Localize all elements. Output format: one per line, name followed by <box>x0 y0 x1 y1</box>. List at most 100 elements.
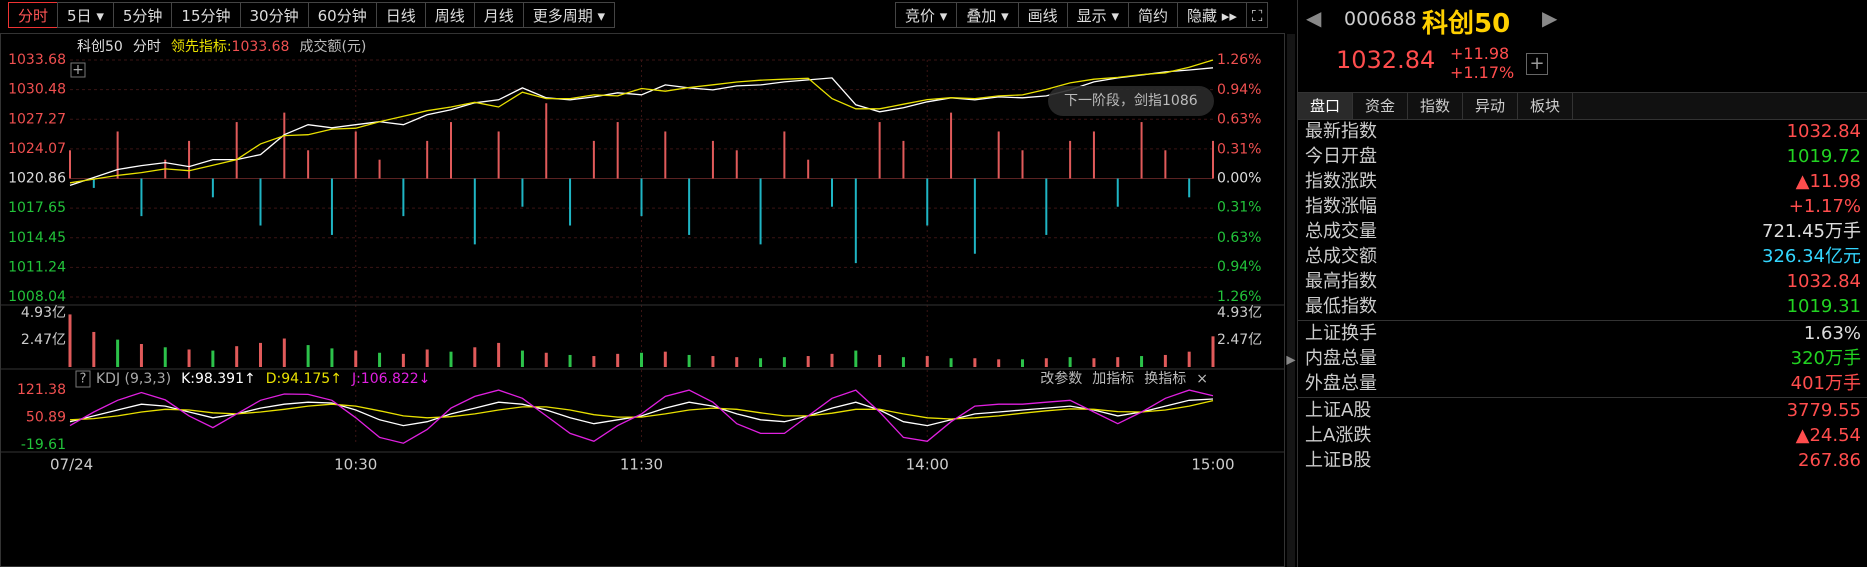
quote-tab[interactable]: 板块 <box>1518 93 1573 119</box>
kdj-line <box>69 398 1214 427</box>
x-tick-label: 11:30 <box>620 456 663 474</box>
row-number: 1032.84 <box>1786 121 1861 142</box>
y2-tick-label: 1.26% <box>1217 289 1261 305</box>
row-value: 1019.72 <box>1787 144 1861 169</box>
quote-tab[interactable]: 盘口 <box>1298 93 1353 119</box>
row-unit: 万手 <box>1825 373 1861 394</box>
y2-tick-label: 0.00% <box>1217 171 1261 187</box>
kdj-readout: D:94.175↑ <box>266 371 342 387</box>
period-tab[interactable]: 5日 ▾ <box>57 2 114 28</box>
quote-row: 上A涨跌 ▲24.54 <box>1305 423 1861 448</box>
help-icon: ? <box>80 372 87 387</box>
quote-row: 最高指数 1032.84 <box>1305 269 1861 294</box>
quote-tab[interactable]: 资金 <box>1353 93 1408 119</box>
vol-tick-label: 2.47亿 <box>21 332 66 348</box>
row-label: 总成交额 <box>1305 246 1377 267</box>
tool-button[interactable]: 竞价 ▾ <box>895 2 958 28</box>
y-tick-label: 1030.48 <box>8 82 66 98</box>
row-separator <box>1298 320 1867 321</box>
row-label: 今日开盘 <box>1305 146 1377 167</box>
quote-row: 指数涨跌 ▲11.98 <box>1305 169 1861 194</box>
row-label: 总成交量 <box>1305 221 1377 242</box>
quote-panel: ◀ 000688 科创50 ▶ 1032.84 +11.98 +1.17% + 盘口 资金 指数 异动… <box>1297 0 1867 567</box>
legend-item: 分时 <box>133 39 161 55</box>
kdj-line <box>69 389 1214 444</box>
row-value: +1.17% <box>1789 194 1861 219</box>
row-value: 1032.84 <box>1787 119 1861 144</box>
legend-item: 成交额(元) <box>299 38 366 55</box>
x-tick-label: 15:00 <box>1191 456 1234 474</box>
row-number: 1019.72 <box>1786 146 1861 167</box>
period-tab[interactable]: 更多周期 ▾ <box>522 2 616 28</box>
row-label: 上证换手 <box>1305 323 1377 344</box>
prev-arrow: ◀ <box>1306 6 1322 30</box>
row-unit: 万手 <box>1825 221 1861 242</box>
vol-tick-label-right: 4.93亿 <box>1217 305 1262 321</box>
tool-button[interactable]: 叠加 ▾ <box>956 2 1019 28</box>
quote-row: 指数涨幅 +1.17% <box>1305 194 1861 219</box>
kdj-tick-label: 50.89 <box>26 409 66 425</box>
kdj-readout: J:106.822↓ <box>351 371 430 387</box>
period-tab[interactable]: 5分钟 <box>112 2 173 28</box>
kdj-action[interactable]: × <box>1196 371 1208 387</box>
quote-row: 内盘总量 320万手 <box>1305 346 1861 371</box>
row-number: 1032.84 <box>1786 271 1861 292</box>
y2-tick-label: 0.63% <box>1217 230 1261 246</box>
y-tick-label: 1008.04 <box>8 289 66 305</box>
period-tab[interactable]: 周线 <box>424 2 475 28</box>
period-tab[interactable]: 15分钟 <box>171 2 241 28</box>
y2-tick-label: 0.63% <box>1217 111 1261 127</box>
quote-row: 最新指数 1032.84 <box>1305 119 1861 144</box>
tool-button[interactable]: 简约 <box>1128 2 1179 28</box>
x-tick-label: 10:30 <box>334 456 377 474</box>
row-label: 外盘总量 <box>1305 373 1377 394</box>
kdj-tick-label: -19.61 <box>21 437 66 453</box>
help-box <box>75 370 91 388</box>
price-line <box>69 67 1214 187</box>
stock-name: 科创50 <box>1422 9 1511 39</box>
row-number: ▲24.54 <box>1795 425 1861 446</box>
row-label: 最新指数 <box>1305 121 1377 142</box>
fullscreen-button: ⛶ <box>1245 2 1269 28</box>
legend-item: 领先指标: <box>171 39 232 55</box>
vol-tick-label: 4.93亿 <box>21 305 66 321</box>
row-separator <box>1298 397 1867 398</box>
row-label: 指数涨跌 <box>1305 171 1377 192</box>
y2-tick-label: 0.94% <box>1217 82 1261 98</box>
row-value: 1032.84 <box>1787 269 1861 294</box>
period-tab[interactable]: 日线 <box>375 2 426 28</box>
y-tick-label: 1027.27 <box>8 111 66 127</box>
row-number: 3779.55 <box>1786 400 1861 421</box>
y-tick-label: 1020.86 <box>8 171 66 187</box>
y2-tick-label: 0.94% <box>1217 259 1261 275</box>
quote-tab[interactable]: 异动 <box>1463 93 1518 119</box>
period-tab[interactable]: 分时 <box>8 2 59 28</box>
row-label: 指数涨幅 <box>1305 196 1377 217</box>
row-unit: 万手 <box>1825 348 1861 369</box>
row-value: 326.34亿元 <box>1762 244 1861 269</box>
price-line <box>69 59 1214 184</box>
kdj-action[interactable]: 换指标 <box>1144 370 1186 387</box>
kdj-line <box>69 399 1214 421</box>
tool-button[interactable]: 显示 ▾ <box>1066 2 1129 28</box>
tool-button[interactable]: 画线 <box>1017 2 1068 28</box>
kdj-action[interactable]: 加指标 <box>1092 371 1134 387</box>
legend-item: 1033.68 <box>232 39 290 55</box>
tool-button[interactable]: 隐藏 ▸▸ <box>1177 2 1247 28</box>
y2-tick-label: 1.26% <box>1217 52 1261 68</box>
next-arrow: ▶ <box>1542 6 1558 30</box>
row-value: 1.63% <box>1804 321 1861 346</box>
kdj-action[interactable]: 改参数 <box>1040 370 1082 387</box>
period-tab[interactable]: 月线 <box>473 2 524 28</box>
row-label: 内盘总量 <box>1305 348 1377 369</box>
row-value: ▲24.54 <box>1796 423 1861 448</box>
period-tab[interactable]: 30分钟 <box>239 2 309 28</box>
quote-row: 上证A股 3779.55 <box>1305 398 1861 423</box>
y-tick-label: 1011.24 <box>8 259 66 275</box>
row-number: 326.34 <box>1762 246 1825 267</box>
hint-bubble <box>1048 86 1214 116</box>
quote-tab[interactable]: 指数 <box>1408 93 1463 119</box>
vol-tick-label-right: 2.47亿 <box>1217 332 1262 348</box>
period-tab[interactable]: 60分钟 <box>307 2 377 28</box>
quote-row: 外盘总量 401万手 <box>1305 371 1861 396</box>
